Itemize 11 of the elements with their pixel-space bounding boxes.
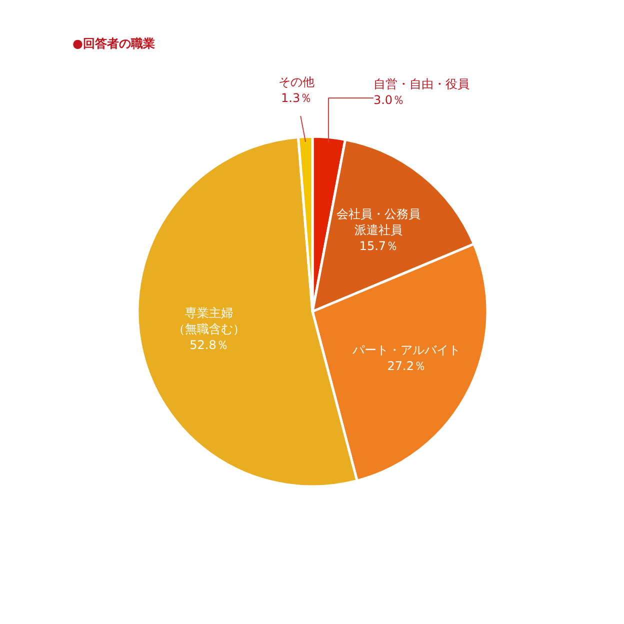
data-label: 15.7％	[359, 238, 398, 253]
slice-label: その他	[278, 74, 315, 89]
slice-label: パート・アルバイト	[352, 342, 461, 357]
slice-label: 自営・自由・役員	[373, 77, 470, 91]
data-label: 27.2％	[387, 358, 426, 373]
slice-label: 専業主婦（無職含む）	[173, 306, 246, 336]
chart-title: ●回答者の職業	[72, 36, 155, 50]
data-label: 52.8％	[190, 338, 228, 352]
data-label: 1.3％	[281, 90, 312, 105]
data-label: 3.0％	[373, 93, 405, 107]
slice-label: 会社員・公務員派遣社員	[336, 206, 421, 237]
